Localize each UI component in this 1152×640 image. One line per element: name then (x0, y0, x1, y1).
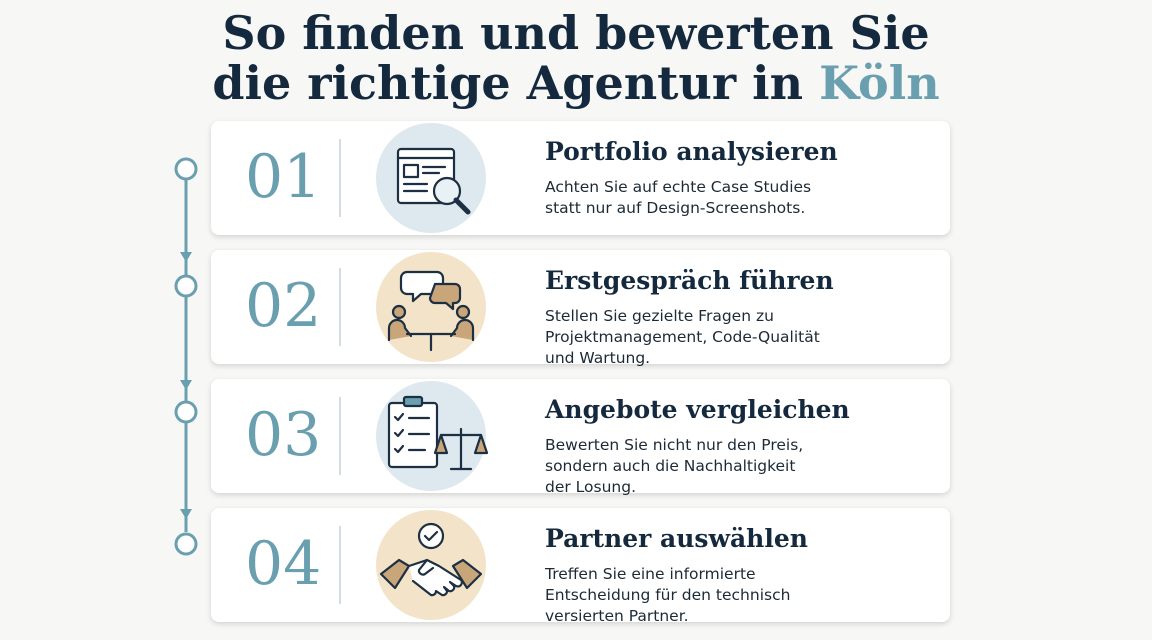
step-number: 02 (245, 271, 322, 341)
divider (339, 268, 341, 346)
step-number: 03 (245, 400, 322, 470)
divider (339, 526, 341, 604)
step-icon (376, 123, 486, 233)
step-heading: Portfolio analysieren (545, 137, 838, 166)
description-line: Entscheidung für den technisch (545, 586, 791, 604)
description-line: Projektmanagement, Code-Qualität (545, 328, 820, 346)
title-text: die richtige Agentur in (212, 56, 804, 110)
step-description: Treffen Sie eine informierte Entscheidung… (545, 564, 790, 627)
divider (339, 397, 341, 475)
step-number: 01 (245, 142, 322, 212)
step-heading: Erstgespräch führen (545, 266, 834, 295)
description-line: statt nur auf Design-Screenshots. (545, 199, 806, 217)
step-icon (376, 381, 489, 491)
step-description: Achten Sie auf echte Case Studies statt n… (545, 177, 811, 219)
description-line: der Losung. (545, 478, 637, 496)
description-line: Achten Sie auf echte Case Studies (545, 178, 812, 196)
title-line: die richtige Agentur in Köln (0, 58, 1152, 108)
step-description: Stellen Sie gezielte Fragen zu Projektman… (545, 306, 820, 369)
title-highlight: Köln (819, 56, 940, 110)
step-heading: Partner auswählen (545, 524, 808, 553)
description-line: Bewerten Sie nicht nur den Preis, (545, 436, 804, 454)
step-card: 01 Portfolio analysieren Achten Sie auf e… (211, 121, 950, 235)
step-card: 03 Angebote vergleichen Bewerten Sie nich… (211, 379, 950, 496)
step-number: 04 (245, 529, 322, 599)
description-line: Stellen Sie gezielte Fragen zu (545, 307, 774, 325)
step-icon (376, 252, 486, 362)
step-heading: Angebote vergleichen (545, 395, 850, 424)
description-line: versierten Partner. (545, 607, 689, 625)
step-description: Bewerten Sie nicht nur den Preis, sondern… (545, 435, 803, 498)
description-line: Treffen Sie eine informierte (545, 565, 756, 583)
step-icon (376, 510, 486, 620)
divider (339, 139, 341, 217)
description-line: und Wartung. (545, 349, 651, 367)
timeline (174, 157, 198, 556)
step-card: 04 Partner auswählen Treffen Sie eine inf… (211, 508, 950, 625)
title-line: So finden und bewerten Sie (222, 6, 930, 60)
step-card: 02 Erstgespräch führen Stellen Sie geziel… (211, 250, 950, 367)
description-line: sondern auch die Nachhaltigkeit (545, 457, 796, 475)
